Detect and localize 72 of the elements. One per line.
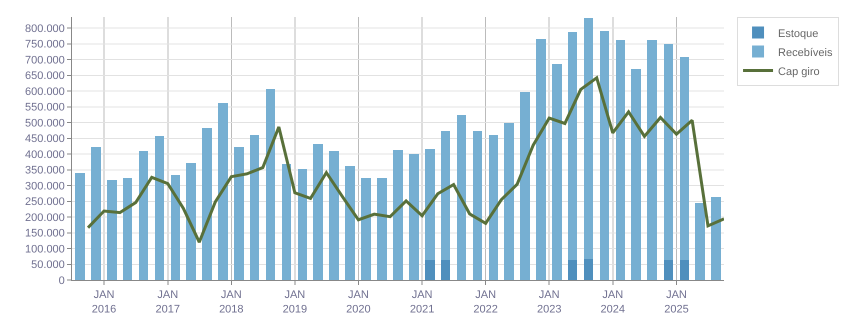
y-tick-label: 550.000 [25,102,65,114]
legend-label: Estoque [778,28,818,40]
bar [504,123,514,280]
bar [631,69,641,280]
x-tick-label: JAN 2022 [473,289,498,313]
bar [377,178,387,280]
x-tick-label: JAN 2018 [219,289,244,313]
y-tick-label: 0 [58,274,65,287]
y-tick-label: 150.000 [25,228,65,240]
bar [680,260,689,280]
bar [425,260,435,280]
bar [345,166,355,280]
y-tick-label: 400.000 [25,148,65,161]
bar [600,31,609,280]
bar [695,203,705,280]
y-tick-label: 300.000 [25,180,65,192]
y-tick-label: 750.000 [25,38,65,51]
y-tick-label: 250.000 [25,196,65,208]
bar [489,135,498,280]
bar [647,40,657,280]
bar [75,173,85,280]
x-tick-label: JAN 2024 [600,289,625,313]
bar [568,260,577,280]
bar [711,197,721,280]
bar [457,115,466,280]
bar [123,178,132,280]
y-tick-label: 100.000 [25,243,65,256]
bar [171,175,180,280]
bar [552,64,562,280]
bar [664,260,673,280]
y-tick-label: 800.000 [25,22,65,35]
bar [266,89,275,280]
bar [473,131,482,280]
y-tick-label: 50.000 [31,259,65,272]
bar [441,260,450,280]
x-tick-label: JAN 2021 [410,289,434,313]
y-tick-label: 500.000 [25,117,65,130]
bar [409,154,419,280]
y-tick-label: 600.000 [25,86,65,98]
y-tick-label: 350.000 [25,164,65,177]
bar [218,103,228,280]
y-tick-label: 450.000 [25,133,65,146]
bar [329,151,339,280]
bar [616,40,625,280]
bar [282,164,291,280]
x-tick-label: JAN 2025 [664,289,689,313]
bar [520,92,530,280]
bar [313,144,323,280]
line-series [86,76,724,244]
bar [584,259,593,280]
x-tick-label: JAN 2016 [92,289,116,313]
y-tick-label: 650.000 [25,70,65,82]
bar [361,178,371,280]
bar [91,147,101,280]
x-tick-label: JAN 2020 [346,289,371,313]
x-tick-label: JAN 2019 [282,289,308,313]
bar [107,180,117,280]
legend-label: Cap giro [778,66,820,78]
bar [250,135,259,280]
bar [536,39,546,280]
y-tick-label: 200.000 [25,212,65,224]
bar [186,163,196,280]
bar [298,169,307,280]
bar [202,128,212,280]
y-tick-label: 700.000 [25,54,65,66]
x-tick-label: JAN 2023 [536,289,562,313]
legend-label: Recebíveis [778,46,833,59]
bar [393,150,403,280]
bar [139,151,148,280]
bar [155,136,164,280]
bar [234,147,244,280]
x-tick-label: JAN 2017 [156,289,180,313]
